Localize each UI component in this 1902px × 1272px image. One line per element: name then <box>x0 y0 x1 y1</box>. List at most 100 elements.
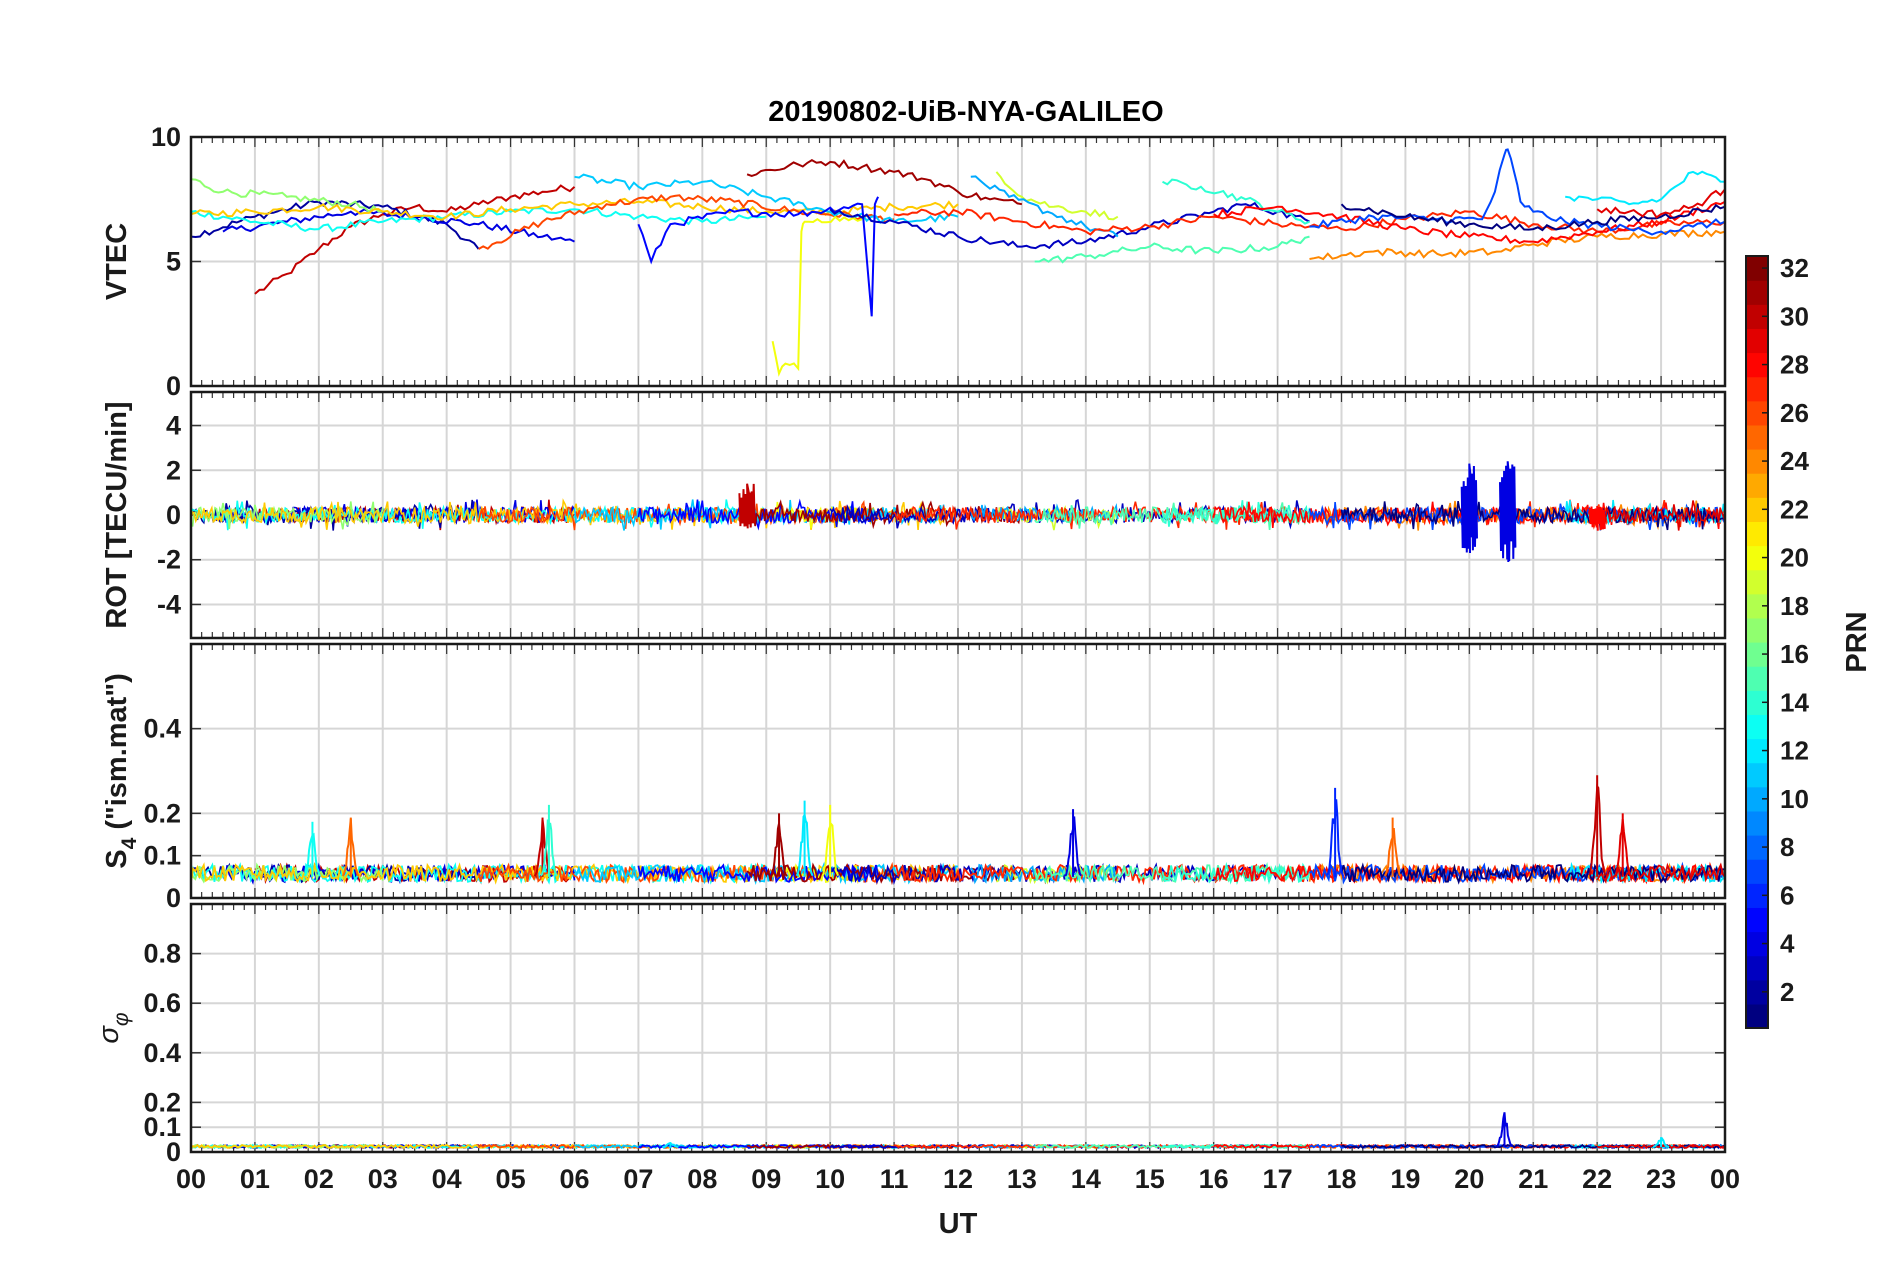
colorbar-swatch <box>1746 280 1768 305</box>
y-tick-label: 0.6 <box>143 988 181 1018</box>
colorbar-swatch <box>1746 1003 1768 1029</box>
colorbar-swatch <box>1746 955 1768 981</box>
vtec-series-prn-19 <box>995 171 1119 221</box>
rot-event <box>1499 461 1517 563</box>
vtec-series-prn-30 <box>254 184 576 295</box>
s4-series-prn-1 <box>1340 862 1725 885</box>
panel-vtec: 0 5 10 VTEC <box>101 122 1727 401</box>
colorbar-swatch <box>1746 642 1768 667</box>
x-tick-label: 07 <box>623 1164 653 1194</box>
x-tick-label: 04 <box>432 1164 462 1194</box>
y-tick-label: 4 <box>166 411 181 441</box>
colorbar-tick-label: 14 <box>1780 687 1809 717</box>
x-tick-label: 23 <box>1646 1164 1676 1194</box>
y-tick-label: 0.1 <box>143 841 181 871</box>
x-tick-label: 15 <box>1135 1164 1165 1194</box>
series-group <box>191 775 1725 886</box>
x-axis-label: UT <box>939 1208 978 1240</box>
rot-series-prn-14 <box>1161 500 1311 527</box>
x-tick-label: 02 <box>304 1164 334 1194</box>
colorbar-tick-label: 20 <box>1780 543 1809 573</box>
colorbar-swatch <box>1746 979 1768 1005</box>
colorbar-tick-label: 6 <box>1780 880 1794 910</box>
colorbar-swatch <box>1746 473 1768 498</box>
colorbar-swatch <box>1746 786 1768 812</box>
x-tick-label: 06 <box>559 1164 589 1194</box>
colorbar-swatch <box>1746 714 1768 740</box>
y-tick-label: -2 <box>157 545 181 575</box>
y-axis-label-s4: S4 ("ism.mat") <box>101 673 141 869</box>
x-tick-label: 16 <box>1199 1164 1229 1194</box>
colorbar-swatch <box>1746 690 1768 715</box>
y-tick-label: 0.2 <box>143 1087 181 1117</box>
rot-series-prn-1 <box>1340 500 1725 531</box>
x-tick-label: 21 <box>1518 1164 1548 1194</box>
x-tick-label: 18 <box>1326 1164 1356 1194</box>
colorbar-tick-label: 28 <box>1780 350 1809 380</box>
rot-event <box>738 483 756 529</box>
colorbar-swatch <box>1746 666 1768 691</box>
y-tick-label: 0.2 <box>143 798 181 828</box>
colorbar-frame <box>1745 255 1769 1029</box>
y-tick-label: 0 <box>166 883 181 913</box>
colorbar-swatch <box>1746 545 1768 571</box>
y-tick-label: 2 <box>166 455 181 485</box>
panel-rot: -4 -2 0 2 4 ROT [TECU/min] <box>101 390 1727 640</box>
colorbar-swatch <box>1746 931 1768 957</box>
colorbar-swatch <box>1746 376 1768 402</box>
vtec-series-prn-28 <box>1213 200 1725 245</box>
vtec-series-prn-7 <box>1309 148 1725 236</box>
vtec-series-prn-1 <box>1340 203 1725 232</box>
vtec-series-prn-17 <box>191 178 383 214</box>
colorbar-swatch <box>1746 835 1768 860</box>
vtec-series-prn-24 <box>1309 229 1725 261</box>
x-tick-label: 11 <box>880 1164 909 1194</box>
colorbar-tick-label: 8 <box>1780 832 1794 862</box>
colorbar-swatch <box>1746 424 1768 450</box>
colorbar-swatch <box>1746 521 1768 547</box>
colorbar-tick-label: 22 <box>1780 494 1809 524</box>
y-axis-label-sigma_phi: σφ <box>93 1012 133 1044</box>
colorbar-swatch <box>1746 352 1768 378</box>
colorbar-swatch <box>1746 762 1768 788</box>
plot-frame <box>189 902 1727 1154</box>
colorbar-label: PRN <box>1841 611 1873 672</box>
colorbar-tick-label: 26 <box>1780 398 1809 428</box>
x-tick-label: 13 <box>1007 1164 1037 1194</box>
colorbar-swatch <box>1746 859 1768 884</box>
y-tick-label: 5 <box>166 247 181 277</box>
colorbar-swatch <box>1746 617 1768 643</box>
colorbar-swatch <box>1746 883 1768 908</box>
y-tick-label: 10 <box>151 122 181 152</box>
x-tick-label: 03 <box>368 1164 398 1194</box>
colorbar-tick-label: 18 <box>1780 591 1809 621</box>
x-tick-label: 00 <box>176 1164 206 1194</box>
colorbar-tick-label: 16 <box>1780 639 1809 669</box>
y-tick-label: 0.8 <box>143 939 181 969</box>
x-tick-label: 08 <box>687 1164 717 1194</box>
y-tick-label: 0.1 <box>143 1112 181 1142</box>
x-tick-label: 05 <box>496 1164 526 1194</box>
x-tick-label: 10 <box>815 1164 845 1194</box>
colorbar-tick-label: 2 <box>1780 977 1794 1007</box>
colorbar-swatch <box>1746 328 1768 354</box>
y-tick-label: -4 <box>157 589 181 619</box>
rot-series-prn-17 <box>191 501 384 530</box>
x-tick-label: 09 <box>751 1164 781 1194</box>
colorbar-tick-label: 30 <box>1780 301 1809 331</box>
series-group <box>191 461 1725 563</box>
x-tick-label: 19 <box>1390 1164 1420 1194</box>
colorbar-swatch <box>1746 569 1768 595</box>
colorbar-swatch <box>1746 304 1768 329</box>
panel-s4: 0 0.1 0.2 0.4S4 ("ism.mat") <box>101 642 1727 913</box>
vtec-series-prn-14 <box>1162 178 1310 225</box>
s4-series-prn-31 <box>746 862 1023 886</box>
colorbar-tick-label: 24 <box>1780 446 1809 476</box>
y-tick-label: 0 <box>166 1137 181 1167</box>
colorbar-swatch <box>1746 738 1768 764</box>
y-axis-label-rot: ROT [TECU/min] <box>101 401 133 628</box>
x-tick-label: 12 <box>943 1164 973 1194</box>
colorbar-tick-label: 4 <box>1780 929 1795 959</box>
colorbar-swatch <box>1746 256 1768 281</box>
